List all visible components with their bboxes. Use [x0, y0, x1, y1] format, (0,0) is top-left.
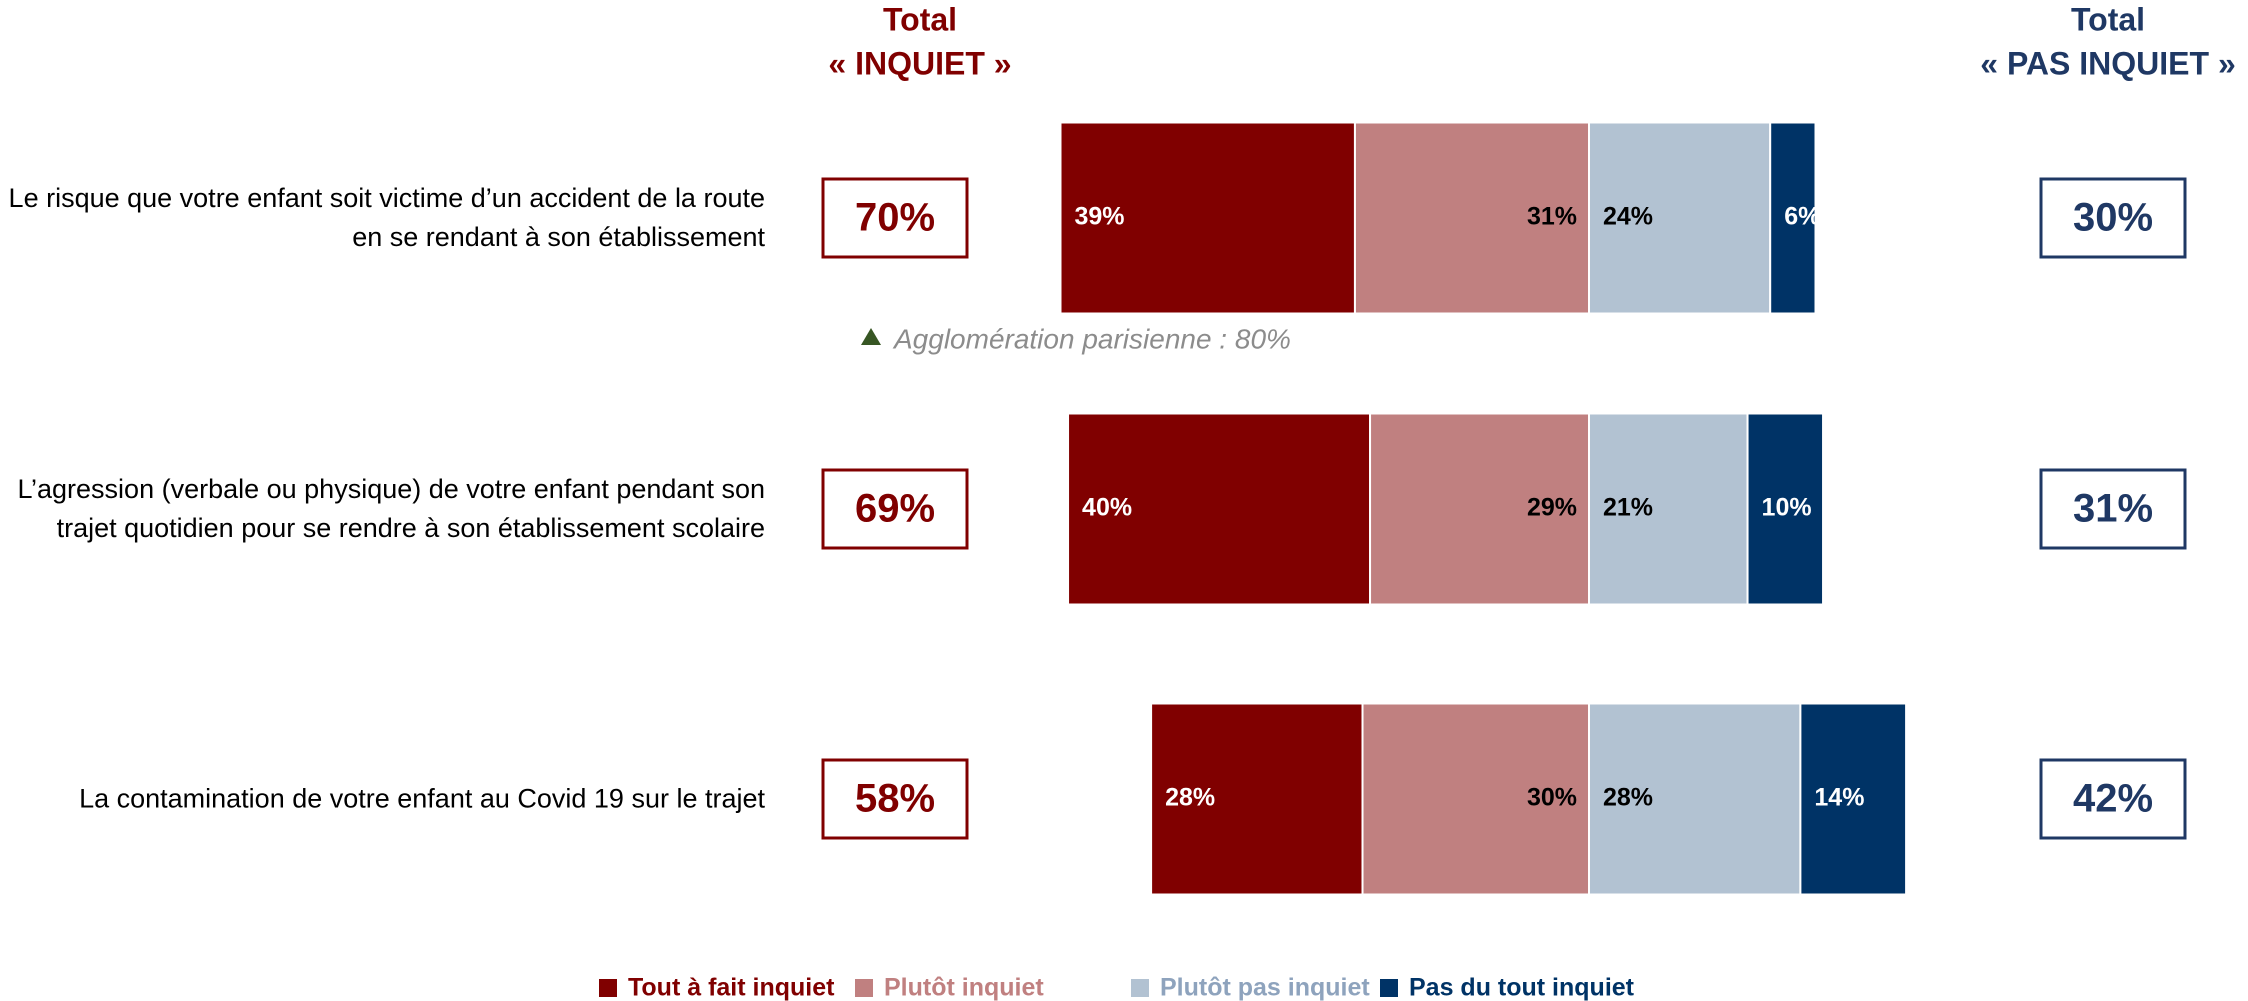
legend-label: Pas du tout inquiet — [1409, 974, 1635, 1001]
legend-swatch — [855, 979, 873, 997]
category-label: L’agression (verbale ou physique) de vot… — [17, 474, 765, 543]
segment-label: 39% — [1075, 203, 1125, 231]
legend-swatch — [1131, 979, 1149, 997]
segment-label: 31% — [1527, 203, 1577, 231]
category-label: Le risque que votre enfant soit victime … — [8, 183, 765, 252]
segment-label: 24% — [1603, 203, 1653, 231]
bar-segment — [1361, 702, 1590, 896]
segment-label: 29% — [1527, 494, 1577, 522]
segment-label: 28% — [1603, 784, 1653, 812]
bar-segment — [1059, 121, 1356, 315]
total-value: 69% — [855, 487, 935, 531]
segment-label: 10% — [1762, 494, 1812, 522]
bar-segment — [1769, 121, 1817, 315]
total-header: Total — [2071, 1, 2145, 37]
segment-label: 14% — [1814, 784, 1864, 812]
total-box — [2039, 177, 2187, 259]
legend-label: Plutôt pas inquiet — [1160, 974, 1370, 1001]
total-value: 30% — [2073, 196, 2153, 240]
legend-swatch — [599, 979, 617, 997]
total-box — [2039, 468, 2187, 550]
total-box — [821, 468, 969, 550]
total-value: 31% — [2073, 487, 2153, 531]
legend-swatch — [1380, 979, 1398, 997]
legend-label: Tout à fait inquiet — [628, 974, 835, 1001]
total-value: 70% — [855, 196, 935, 240]
total-box — [2039, 758, 2187, 840]
segment-label: 28% — [1165, 784, 1215, 812]
bar-segment — [1588, 121, 1772, 315]
segment-label: 30% — [1527, 784, 1577, 812]
segment-label: 40% — [1082, 494, 1132, 522]
total-box — [821, 177, 969, 259]
bar-segment — [1150, 702, 1364, 896]
segment-label: 21% — [1603, 494, 1653, 522]
bar-segment — [1067, 412, 1372, 606]
bar-segment — [1799, 702, 1908, 896]
annotation: Agglomération parisienne : 80% — [892, 323, 1291, 354]
total-header: « INQUIET » — [828, 45, 1011, 81]
total-box — [821, 758, 969, 840]
bar-segment — [1588, 702, 1802, 896]
total-value: 58% — [855, 777, 935, 821]
total-header: « PAS INQUIET » — [1980, 45, 2235, 81]
segment-label: 6% — [1784, 203, 1820, 231]
category-label: La contamination de votre enfant au Covi… — [79, 783, 765, 814]
total-value: 42% — [2073, 777, 2153, 821]
bar-segment — [1369, 412, 1591, 606]
total-header: Total — [883, 1, 957, 37]
up-triangle — [861, 328, 881, 345]
legend-label: Plutôt inquiet — [884, 974, 1044, 1001]
bar-segment — [1746, 412, 1825, 606]
